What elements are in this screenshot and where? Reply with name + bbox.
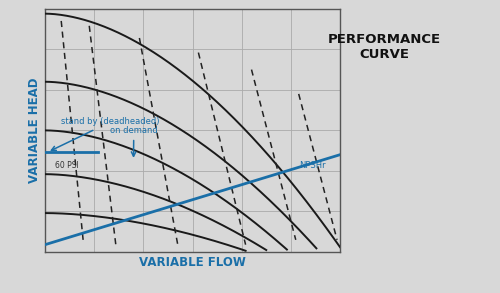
Y-axis label: VARIABLE HEAD: VARIABLE HEAD xyxy=(28,78,41,183)
Text: 60 PSI: 60 PSI xyxy=(56,161,79,170)
Text: PERFORMANCE
CURVE: PERFORMANCE CURVE xyxy=(328,33,441,61)
X-axis label: VARIABLE FLOW: VARIABLE FLOW xyxy=(139,256,246,269)
Text: on demand: on demand xyxy=(110,126,158,156)
Text: stand by (deadheaded): stand by (deadheaded) xyxy=(52,117,160,150)
Text: NPSHr: NPSHr xyxy=(298,161,326,170)
